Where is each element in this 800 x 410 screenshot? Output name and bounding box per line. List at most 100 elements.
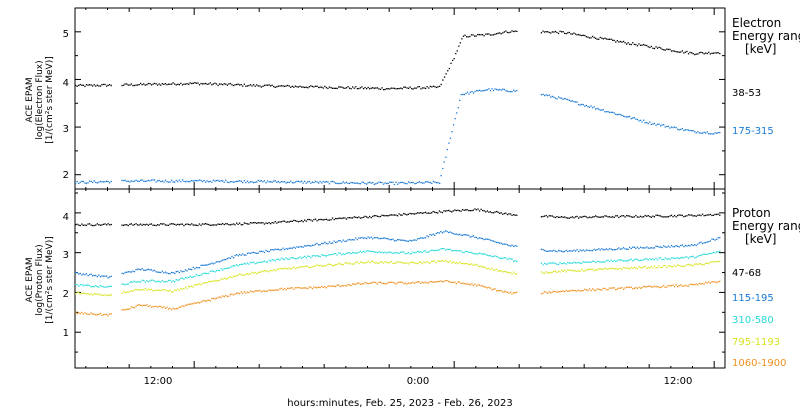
data-point	[259, 261, 261, 264]
data-point	[561, 290, 563, 293]
data-point	[339, 263, 341, 265]
data-point	[511, 293, 513, 295]
data-point	[266, 290, 269, 292]
data-point	[540, 293, 543, 295]
data-point	[703, 215, 705, 217]
data-point	[150, 223, 153, 225]
data-point	[398, 87, 400, 90]
series-47-68	[75, 208, 721, 227]
data-point	[234, 224, 236, 226]
data-point	[110, 313, 112, 315]
data-point	[701, 213, 704, 215]
data-point	[576, 262, 578, 264]
data-point	[663, 265, 665, 267]
data-point	[516, 291, 518, 293]
data-point	[341, 182, 343, 184]
data-point	[352, 239, 354, 241]
data-point	[632, 117, 634, 119]
data-point	[469, 91, 472, 93]
data-point	[107, 315, 109, 317]
data-point	[124, 83, 126, 85]
data-point	[339, 240, 341, 242]
data-point	[124, 271, 126, 274]
data-point	[314, 85, 317, 87]
data-point	[415, 251, 417, 253]
data-point	[149, 83, 151, 85]
data-point	[314, 218, 317, 220]
data-point	[564, 269, 566, 272]
data-point	[460, 282, 462, 285]
proton-ytick-label: 4	[63, 212, 69, 223]
data-point	[263, 223, 266, 225]
data-point	[619, 259, 622, 261]
data-point	[543, 249, 546, 252]
data-point	[123, 290, 125, 293]
data-point	[626, 260, 628, 262]
data-point	[265, 222, 267, 224]
data-point	[106, 286, 108, 288]
data-point	[84, 224, 86, 226]
data-point	[448, 142, 450, 144]
data-point	[294, 220, 297, 222]
data-point	[630, 247, 632, 250]
data-point	[169, 273, 171, 275]
data-point	[280, 180, 283, 183]
data-point	[635, 287, 637, 289]
proton-legend-title-line1: Proton	[732, 206, 771, 220]
data-point	[149, 304, 151, 307]
data-point	[551, 95, 553, 98]
data-point	[420, 261, 422, 263]
data-point	[273, 259, 275, 261]
data-point	[672, 257, 674, 259]
data-point	[163, 223, 165, 225]
data-point	[621, 287, 623, 289]
data-point	[670, 257, 673, 259]
data-point	[220, 180, 222, 182]
data-point	[359, 183, 362, 185]
data-point	[658, 265, 660, 267]
data-point	[358, 216, 360, 218]
data-point	[392, 281, 394, 284]
data-point	[398, 261, 400, 263]
data-point	[200, 284, 202, 286]
data-point	[164, 83, 167, 85]
data-point	[591, 35, 594, 38]
data-point	[237, 274, 239, 276]
data-point	[684, 265, 687, 267]
data-point	[425, 181, 427, 183]
data-point	[608, 260, 611, 263]
data-point	[279, 267, 281, 270]
data-point	[672, 216, 674, 218]
data-point	[591, 268, 594, 270]
data-point	[99, 85, 102, 87]
data-point	[335, 87, 337, 89]
data-point	[186, 287, 188, 290]
data-point	[663, 284, 665, 287]
data-point	[96, 313, 98, 316]
data-point	[294, 247, 297, 249]
data-point	[379, 215, 382, 218]
data-point	[717, 281, 719, 283]
data-point	[381, 282, 383, 284]
data-point	[214, 262, 216, 264]
data-point	[677, 245, 679, 247]
data-point	[208, 272, 210, 275]
data-point	[285, 85, 287, 87]
data-point	[458, 281, 461, 283]
data-point	[486, 268, 488, 270]
data-point	[177, 288, 179, 290]
data-point	[107, 223, 109, 225]
data-point	[333, 181, 335, 183]
data-point	[455, 283, 457, 285]
data-point	[443, 210, 445, 212]
data-point	[576, 290, 578, 292]
data-point	[387, 182, 389, 185]
data-point	[403, 212, 405, 215]
data-point	[90, 84, 92, 86]
data-point	[104, 313, 106, 316]
data-point	[641, 44, 643, 46]
data-point	[564, 262, 566, 264]
data-point	[226, 267, 228, 269]
data-point	[184, 286, 187, 288]
data-point	[304, 265, 306, 268]
